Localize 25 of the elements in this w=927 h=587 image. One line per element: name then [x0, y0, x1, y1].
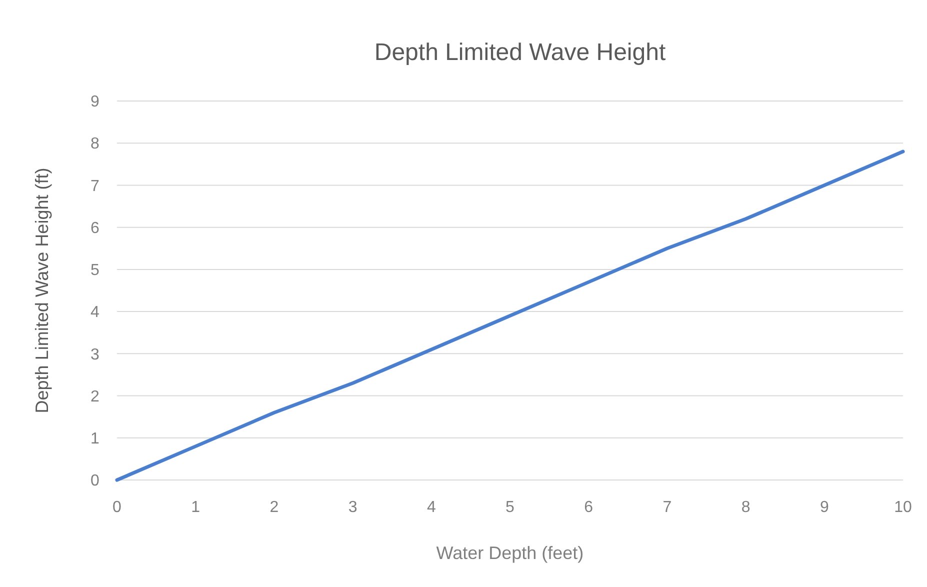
y-tick-label: 9	[90, 94, 100, 111]
y-tick-label: 6	[90, 220, 100, 237]
line-series	[115, 150, 905, 482]
x-tick-label: 8	[741, 499, 750, 516]
y-axis-title: Depth Limited Wave Height (ft)	[32, 168, 52, 414]
chart-title: Depth Limited Wave Height	[374, 39, 666, 66]
x-tick-label: 5	[506, 499, 515, 516]
x-tick-label: 4	[426, 499, 436, 516]
x-tick-label: 7	[662, 499, 672, 516]
y-tick-label: 2	[90, 388, 100, 406]
x-tick-label: 6	[584, 499, 594, 516]
x-tick-label: 3	[348, 499, 358, 516]
y-tick-label: 8	[90, 136, 100, 153]
x-axis-title: Water Depth (feet)	[436, 543, 584, 563]
x-tick-label: 9	[820, 499, 829, 516]
y-tick-label: 4	[90, 304, 100, 322]
y-tick-label: 7	[90, 178, 100, 195]
y-tick-label: 0	[90, 472, 100, 490]
y-tick-label: 5	[90, 262, 100, 280]
x-tick-label: 0	[112, 499, 122, 516]
y-tick-label: 3	[90, 346, 100, 364]
x-tick-label: 2	[270, 499, 279, 516]
x-tick-label: 10	[894, 499, 912, 516]
y-tick-label: 1	[90, 430, 100, 448]
x-tick-label: 1	[191, 499, 200, 516]
